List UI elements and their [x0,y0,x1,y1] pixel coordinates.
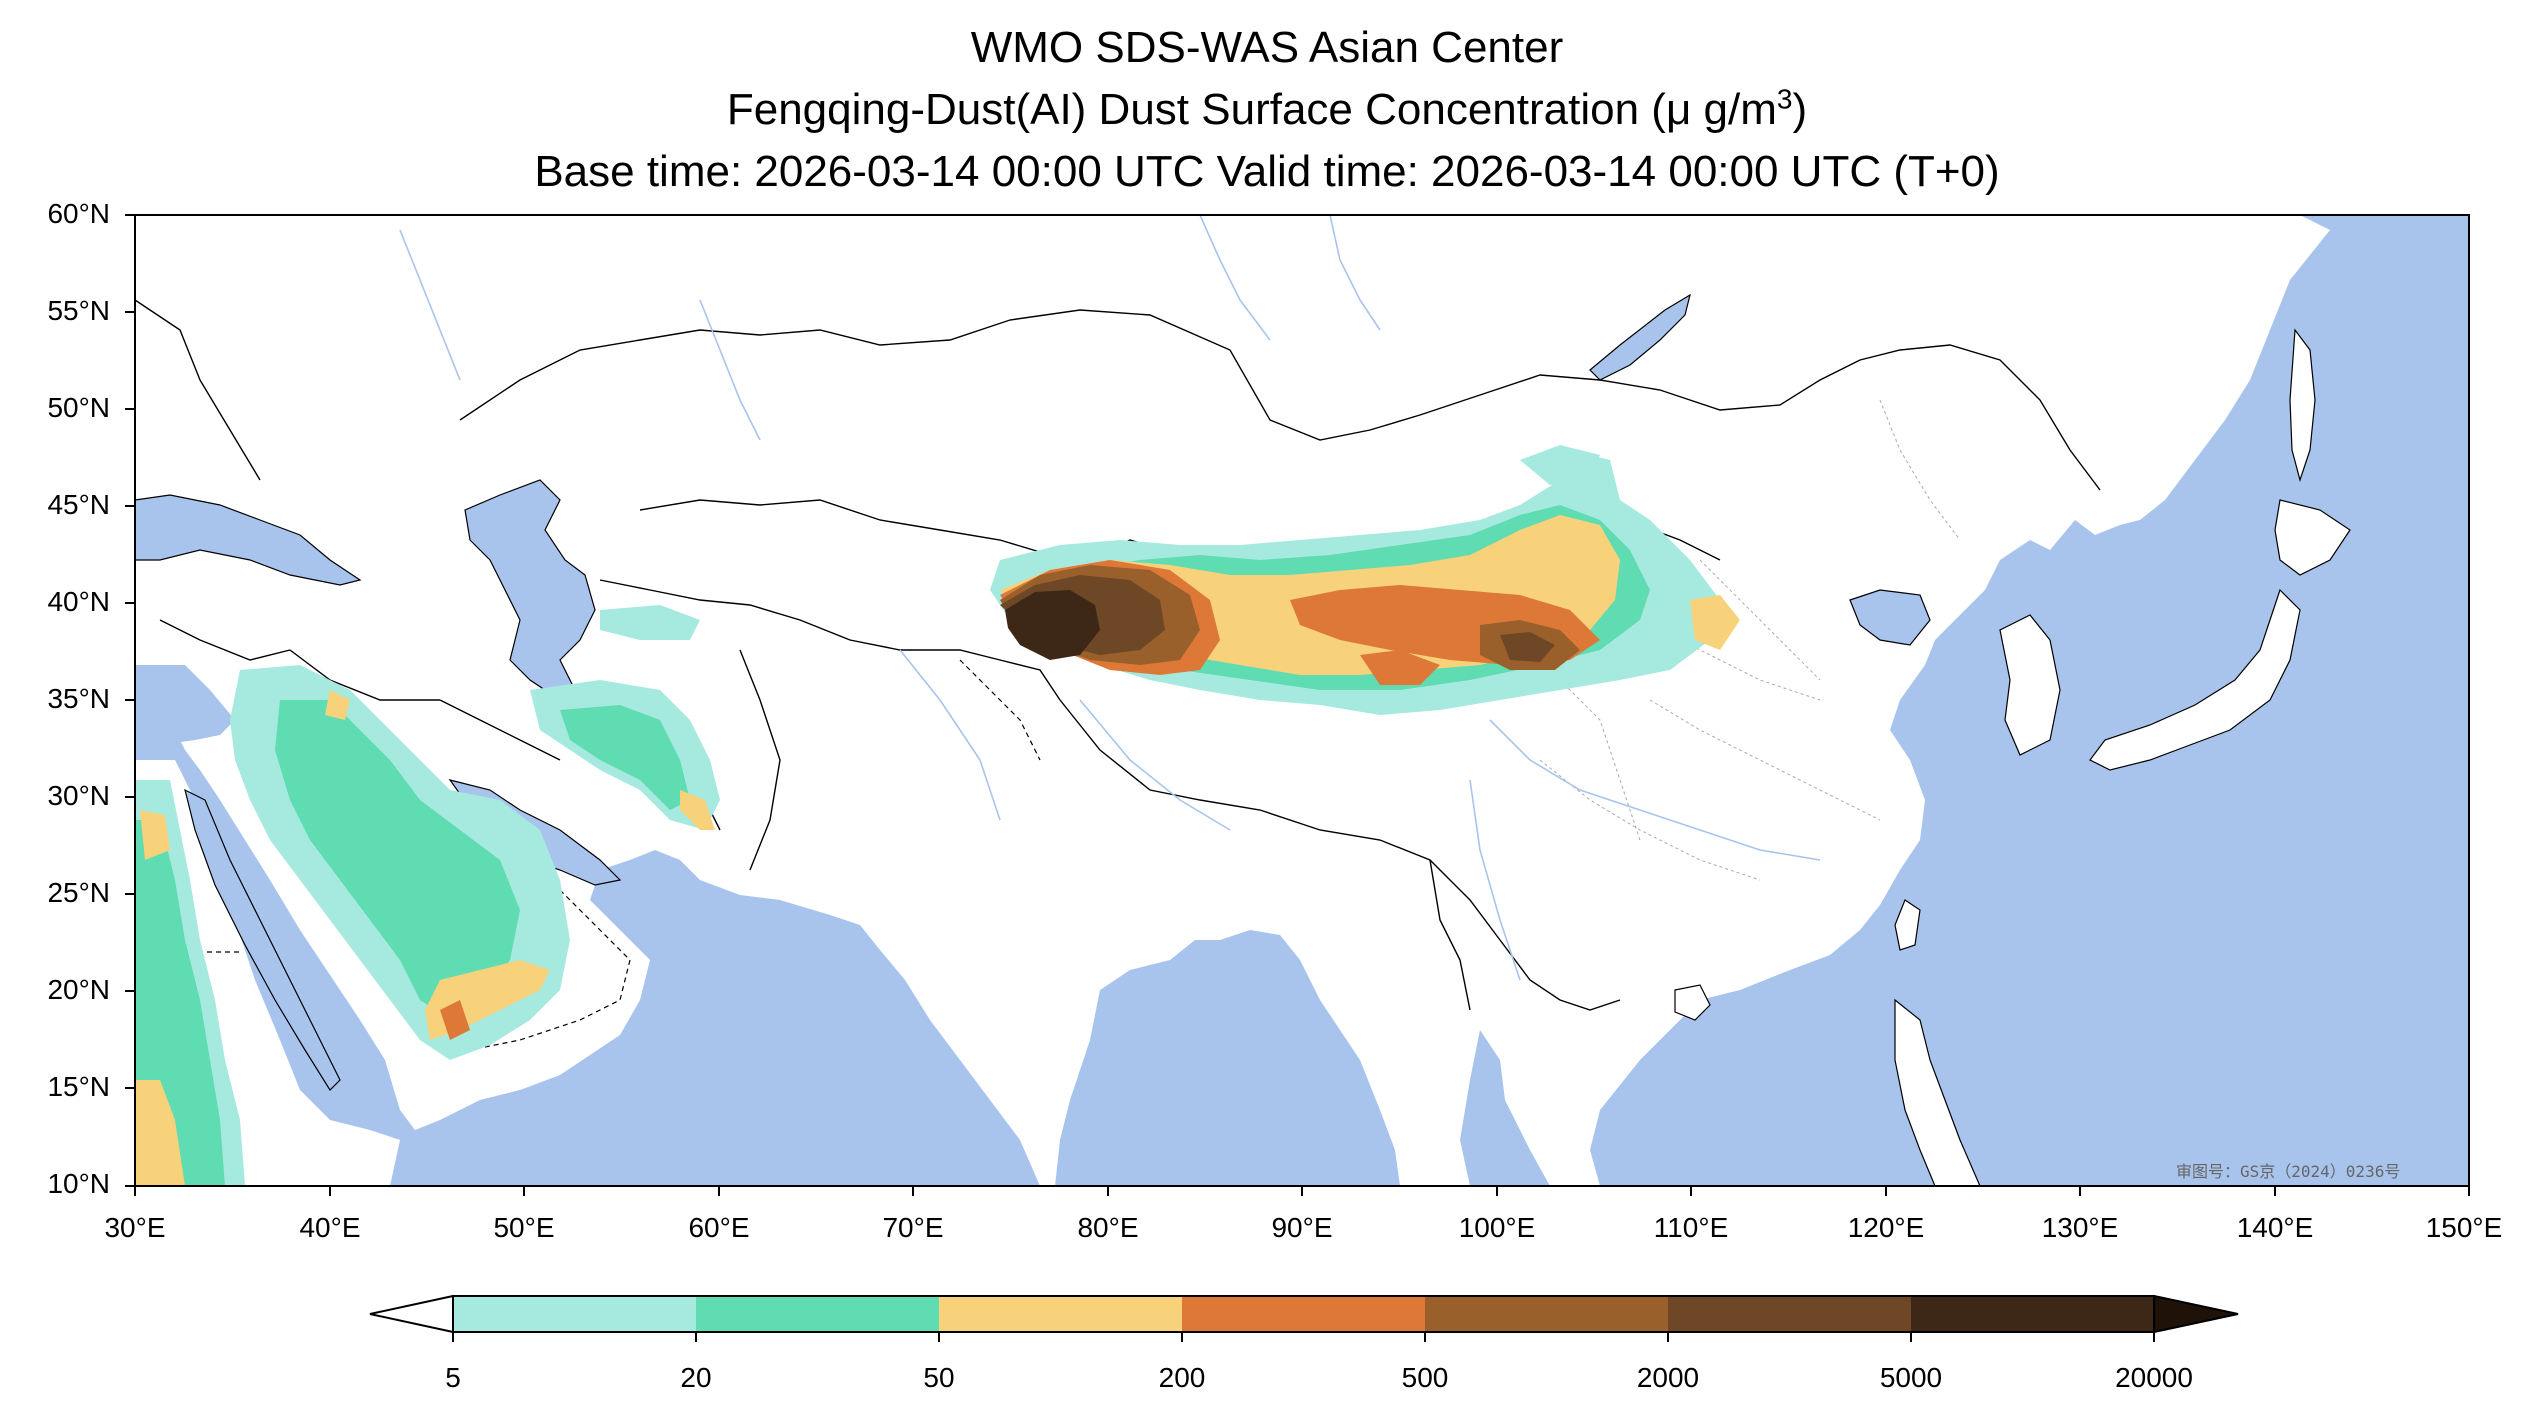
colorbar-label-20: 20 [680,1362,712,1393]
colorbar-label-2000: 2000 [1636,1362,1700,1393]
lat-label-30: 30°N [47,780,110,811]
title-line-2-text: Fengqing-Dust(AI) Dust Surface Concentra… [726,85,1666,134]
land-eurasia [135,215,2330,1186]
colorbar-bin-4 [1182,1296,1425,1332]
colorbar-bin-5 [1425,1296,1668,1332]
red-sea [184,788,341,1091]
title-line-2: Fengqing-Dust(AI) Dust Surface Concentra… [0,84,2534,136]
colorbar-frame [452,1295,2155,1333]
lat-label-40: 40°N [47,586,110,617]
sri-lanka [990,1160,1015,1186]
colorbar-bin-6 [1668,1296,1911,1332]
axis-ticks [125,214,2470,1196]
caspian-sea [464,479,596,701]
lat-label-45: 45°N [47,489,110,520]
lat-label-20: 20°N [47,974,110,1005]
lon-label-140: 140°E [2236,1212,2314,1243]
lat-label-60: 60°N [47,198,110,229]
lon-label-120: 120°E [1847,1212,1925,1243]
lon-label-70: 70°E [882,1212,944,1243]
title-unit: μ g/m [1665,85,1777,134]
black-sea [135,494,362,586]
colorbar-label-200: 200 [1158,1362,1206,1393]
colorbar [369,1294,2239,1342]
colorbar-bin-2 [696,1296,939,1332]
lat-label-55: 55°N [47,295,110,326]
title-line-2-close: ) [1792,85,1808,134]
map-approval-stamp: 审图号：GS京（2024）0236号 [2176,1162,2401,1181]
lat-label-50: 50°N [47,392,110,423]
japan [2089,588,2301,771]
lon-label-110: 110°E [1653,1212,1729,1243]
colorbar-label-5000: 5000 [1879,1362,1943,1393]
lat-label-25: 25°N [47,877,110,908]
colorbar-label-50: 50 [923,1362,955,1393]
taiwan [1894,899,1921,951]
lon-label-60: 60°E [688,1212,750,1243]
korean-peninsula [1999,614,2061,756]
colorbar-label-20000: 20000 [2115,1362,2193,1393]
colorbar-label-500: 500 [1401,1362,1449,1393]
mediterranean-sea [135,665,235,745]
lon-label-30: 30°E [104,1212,166,1243]
title-line-3: Base time: 2026-03-14 00:00 UTC Valid ti… [534,147,2000,196]
bohai-sea [1849,589,1931,646]
lon-label-40: 40°E [299,1212,361,1243]
colorbar-bin-1 [453,1296,696,1332]
colorbar-bin-7 [1911,1296,2154,1332]
sakhalin [2289,328,2316,483]
dashed-borders [135,659,1041,1051]
colorbar-bin-3 [939,1296,1182,1332]
lat-label-35: 35°N [47,683,110,714]
lon-label-90: 90°E [1271,1212,1333,1243]
colorbar-label-5: 5 [445,1362,461,1393]
colorbar-over-arrow [2153,1294,2239,1334]
lon-label-80: 80°E [1077,1212,1139,1243]
lake-baikal [1589,293,1691,381]
lon-label-150: 150°E [2425,1212,2503,1243]
lon-label-130: 130°E [2041,1212,2119,1243]
lat-label-15: 15°N [47,1071,110,1102]
lon-label-50: 50°E [493,1212,555,1243]
lat-label-10: 10°N [47,1168,110,1199]
title-unit-exponent: 3 [1776,83,1793,115]
philippines [1894,998,1981,1186]
bay-of-bengal [1090,950,1350,1186]
hokkaido [2274,499,2351,576]
title-line-1: WMO SDS-WAS Asian Center [970,23,1564,72]
lon-label-100: 100°E [1458,1212,1536,1243]
hainan [1674,984,1711,1021]
colorbar-under-arrow [369,1294,454,1334]
dust-level-7 [1005,590,1100,660]
